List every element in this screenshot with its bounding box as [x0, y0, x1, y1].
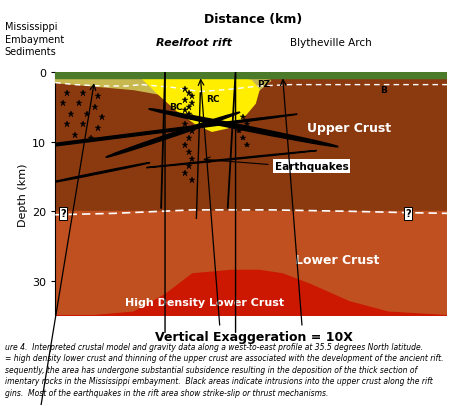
Text: sequently, the area has undergone substantial subsidence resulting in the deposi: sequently, the area has undergone substa…	[5, 365, 417, 374]
Text: Upper Crust: Upper Crust	[307, 122, 391, 135]
Polygon shape	[55, 271, 447, 316]
Text: Distance (km): Distance (km)	[204, 13, 303, 26]
Text: High Density Lower Crust: High Density Lower Crust	[124, 297, 284, 307]
Polygon shape	[142, 79, 259, 132]
Text: BC: BC	[169, 103, 183, 112]
Polygon shape	[55, 79, 271, 104]
Text: PZ: PZ	[257, 79, 270, 89]
Ellipse shape	[106, 113, 240, 158]
Text: Lower Crust: Lower Crust	[295, 254, 380, 267]
Y-axis label: Depth (km): Depth (km)	[18, 163, 28, 226]
Ellipse shape	[0, 115, 297, 163]
Ellipse shape	[47, 163, 150, 184]
Polygon shape	[55, 73, 447, 79]
Text: Mississippi
Embayment
Sediments: Mississippi Embayment Sediments	[5, 22, 64, 57]
Ellipse shape	[149, 109, 338, 147]
Text: gins.  Most of the earthquakes in the rift area show strike-slip or thrust mecha: gins. Most of the earthquakes in the rif…	[5, 388, 328, 396]
Polygon shape	[55, 212, 447, 316]
Text: Earthquakes: Earthquakes	[275, 162, 349, 172]
Text: ure 4.  Interpreted crustal model and gravity data along a west-to-east profile : ure 4. Interpreted crustal model and gra…	[5, 342, 423, 351]
Ellipse shape	[147, 151, 317, 168]
Text: Vertical Exaggeration = 10X: Vertical Exaggeration = 10X	[154, 330, 353, 343]
Text: Reelfoot rift: Reelfoot rift	[156, 37, 231, 47]
Text: RC: RC	[206, 95, 220, 104]
Text: = high density lower crust and thinning of the upper crust are associated with t: = high density lower crust and thinning …	[5, 354, 443, 362]
Text: ?: ?	[405, 209, 411, 219]
Text: Blytheville Arch: Blytheville Arch	[290, 37, 372, 47]
Text: imentary rocks in the Mississippi embayment.  Black areas indicate intrusions in: imentary rocks in the Mississippi embaym…	[5, 376, 432, 385]
Text: ?: ?	[60, 209, 66, 219]
Text: B: B	[380, 86, 387, 95]
